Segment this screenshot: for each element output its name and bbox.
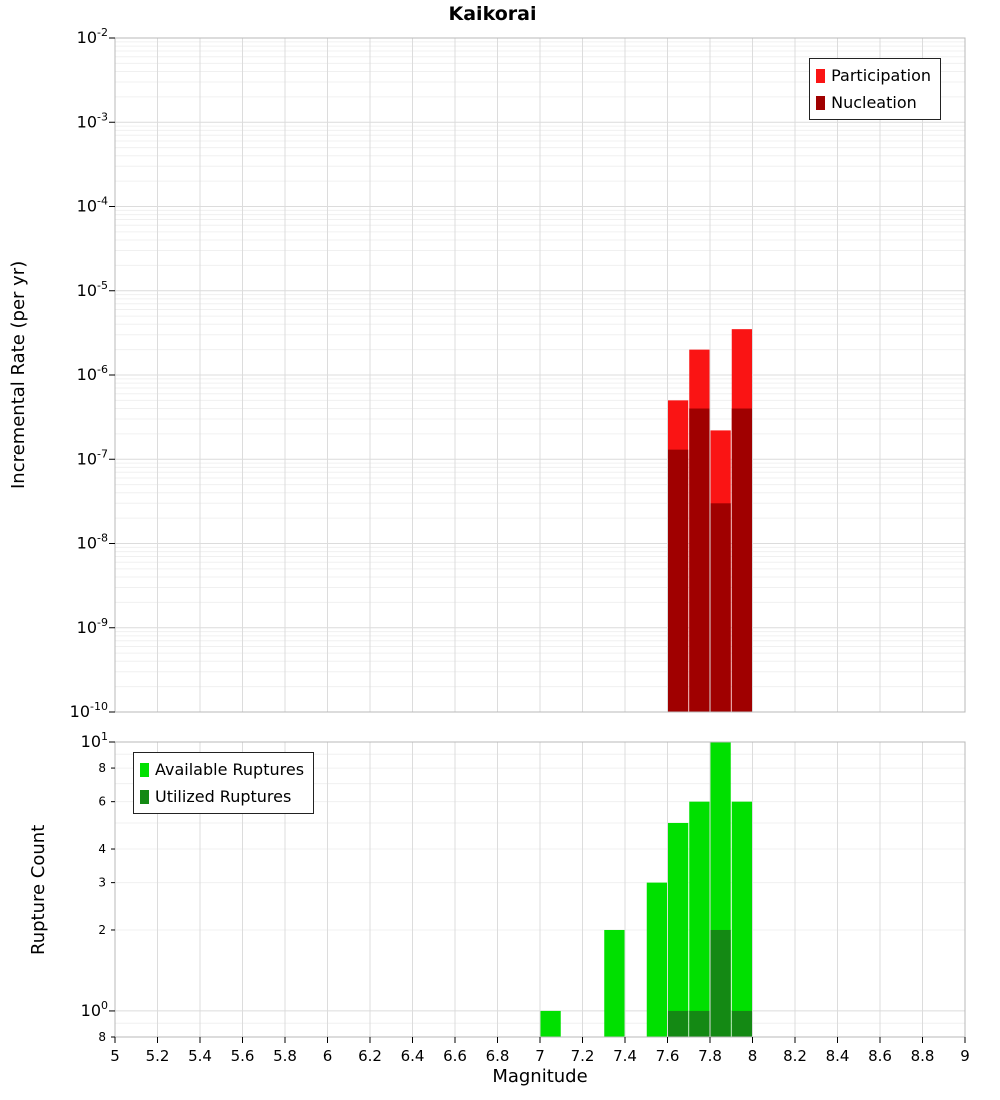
utilized-ruptures-swatch-icon: [140, 789, 149, 804]
svg-text:8.6: 8.6: [868, 1047, 892, 1065]
svg-text:8: 8: [748, 1047, 758, 1065]
svg-text:7.6: 7.6: [656, 1047, 680, 1065]
svg-text:10-3: 10-3: [77, 110, 108, 131]
svg-text:10-2: 10-2: [77, 26, 108, 47]
rate-y-axis-label: Incremental Rate (per yr): [8, 260, 29, 490]
chart-title: Kaikorai: [448, 3, 537, 25]
svg-text:7.8: 7.8: [698, 1047, 722, 1065]
svg-text:8.8: 8.8: [911, 1047, 935, 1065]
svg-text:10-9: 10-9: [77, 616, 108, 637]
svg-text:100: 100: [81, 999, 108, 1020]
legend-item-participation: Participation: [816, 62, 931, 89]
svg-text:5.8: 5.8: [273, 1047, 297, 1065]
svg-text:7: 7: [535, 1047, 545, 1065]
svg-text:5.6: 5.6: [231, 1047, 255, 1065]
svg-text:5.2: 5.2: [146, 1047, 170, 1065]
available-ruptures-swatch-icon: [140, 762, 149, 777]
count-legend: Available Ruptures Utilized Ruptures: [133, 752, 315, 814]
svg-text:6.4: 6.4: [401, 1047, 425, 1065]
participation-legend-label: Participation: [831, 66, 931, 85]
svg-text:8: 8: [98, 761, 106, 775]
svg-text:9: 9: [960, 1047, 970, 1065]
svg-text:10-4: 10-4: [77, 195, 108, 216]
svg-text:5: 5: [110, 1047, 120, 1065]
svg-text:4: 4: [98, 842, 106, 856]
svg-text:3: 3: [98, 876, 106, 890]
svg-text:8: 8: [98, 1030, 106, 1044]
svg-text:5.4: 5.4: [188, 1047, 212, 1065]
svg-text:7.4: 7.4: [613, 1047, 637, 1065]
nucleation-legend-label: Nucleation: [831, 93, 917, 112]
svg-text:6: 6: [323, 1047, 333, 1065]
magnitude-axis-label: Magnitude: [492, 1066, 588, 1087]
count-y-axis-label: Rupture Count: [28, 824, 49, 955]
svg-text:10-7: 10-7: [77, 447, 108, 468]
utilized-ruptures-legend-label: Utilized Ruptures: [155, 787, 292, 806]
svg-text:101: 101: [81, 730, 108, 751]
svg-text:10-10: 10-10: [70, 700, 108, 721]
svg-text:6.2: 6.2: [358, 1047, 382, 1065]
rate-plot: 10-2 10-3 10-4 10-5 10-6 10-7 10-8 10-9 10-10: [70, 26, 966, 721]
svg-text:6: 6: [98, 795, 106, 809]
svg-text:7.2: 7.2: [571, 1047, 595, 1065]
svg-text:6.8: 6.8: [486, 1047, 510, 1065]
legend-item-nucleation: Nucleation: [816, 89, 931, 116]
svg-text:6.6: 6.6: [443, 1047, 467, 1065]
svg-text:10-8: 10-8: [77, 532, 108, 553]
legend-item-utilized-ruptures: Utilized Ruptures: [140, 783, 304, 810]
svg-text:10-6: 10-6: [77, 363, 108, 384]
available-ruptures-legend-label: Available Ruptures: [155, 760, 305, 779]
rate-legend: Participation Nucleation: [809, 58, 941, 120]
participation-swatch-icon: [816, 68, 826, 83]
svg-text:10-5: 10-5: [77, 279, 108, 300]
nucleation-swatch-icon: [816, 95, 826, 110]
svg-text:8.4: 8.4: [826, 1047, 850, 1065]
svg-text:8.2: 8.2: [783, 1047, 807, 1065]
legend-item-available-ruptures: Available Ruptures: [140, 756, 304, 783]
svg-text:2: 2: [98, 923, 106, 937]
